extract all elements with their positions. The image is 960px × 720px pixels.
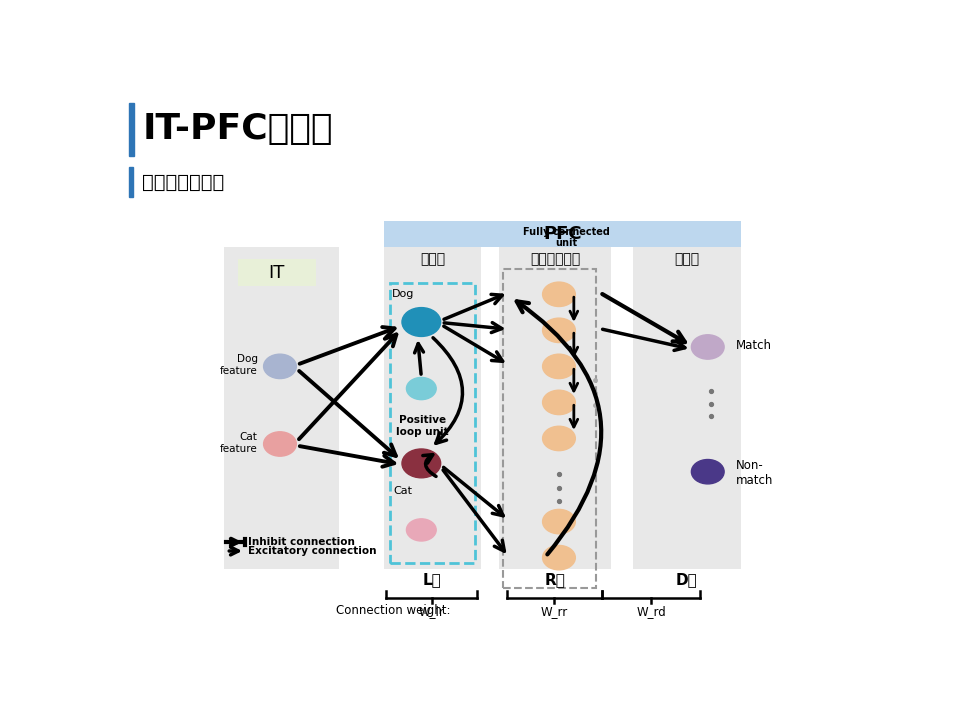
- Circle shape: [402, 449, 441, 478]
- Text: IT-PFCモデル: IT-PFCモデル: [142, 112, 333, 146]
- Bar: [384, 220, 741, 247]
- Bar: [634, 247, 741, 569]
- Bar: [129, 103, 134, 156]
- Circle shape: [402, 307, 441, 336]
- Text: W_rd: W_rd: [636, 606, 666, 618]
- Circle shape: [542, 546, 575, 570]
- Bar: [237, 259, 316, 286]
- Text: Fully connected
unit: Fully connected unit: [523, 227, 610, 248]
- Text: Connection weight:: Connection weight:: [336, 604, 450, 617]
- Bar: [129, 167, 133, 197]
- Circle shape: [264, 432, 297, 456]
- Text: L層: L層: [423, 572, 442, 588]
- Bar: [499, 247, 611, 569]
- Circle shape: [264, 354, 297, 379]
- Bar: [384, 247, 481, 569]
- Text: リカレント層: リカレント層: [530, 253, 581, 266]
- Bar: [225, 247, 340, 569]
- Text: Non-
match: Non- match: [736, 459, 774, 487]
- Circle shape: [542, 354, 575, 379]
- Text: モデルの全体像: モデルの全体像: [142, 173, 225, 192]
- Circle shape: [406, 377, 436, 400]
- Circle shape: [542, 510, 575, 534]
- Text: Inhibit connection: Inhibit connection: [248, 537, 355, 547]
- Circle shape: [542, 426, 575, 451]
- Text: R層: R層: [545, 572, 565, 588]
- Text: Excitatory connection: Excitatory connection: [248, 546, 376, 556]
- Text: Positive
loop unit: Positive loop unit: [396, 415, 449, 437]
- Text: Dog: Dog: [392, 289, 414, 299]
- Circle shape: [542, 282, 575, 307]
- Circle shape: [406, 519, 436, 541]
- Circle shape: [691, 459, 724, 484]
- Circle shape: [542, 318, 575, 343]
- Text: Dog
feature: Dog feature: [220, 354, 257, 376]
- Text: W_rr: W_rr: [540, 606, 568, 618]
- Text: D層: D層: [676, 572, 698, 588]
- Text: W_lr: W_lr: [419, 606, 444, 618]
- Text: 判断層: 判断層: [674, 253, 700, 266]
- Text: 反回層: 反回層: [420, 253, 445, 266]
- Text: Match: Match: [736, 339, 772, 352]
- Circle shape: [691, 335, 724, 359]
- Text: Cat
feature: Cat feature: [220, 432, 257, 454]
- Text: IT: IT: [268, 264, 284, 282]
- Text: PFC: PFC: [543, 225, 582, 243]
- Text: Cat: Cat: [394, 485, 412, 495]
- Circle shape: [542, 390, 575, 415]
